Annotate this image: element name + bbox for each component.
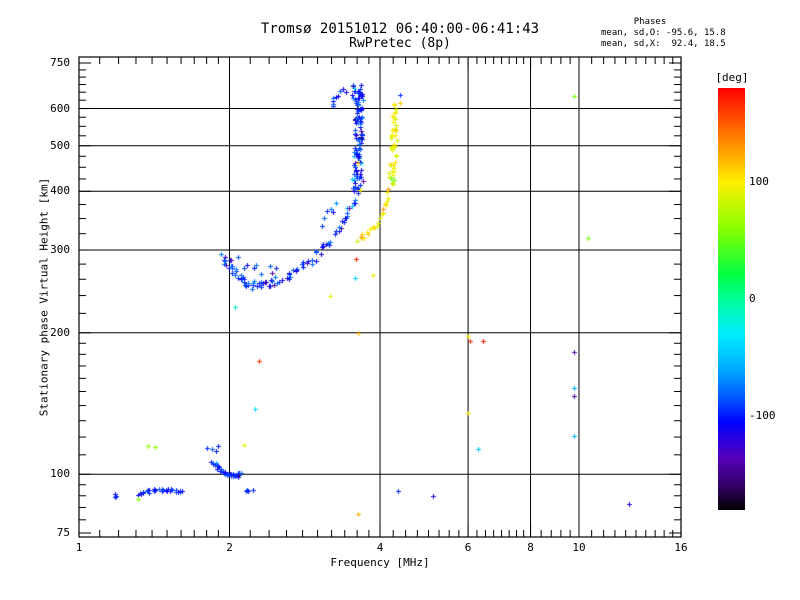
x-tick-label: 10 [572,541,586,554]
phase-stats-o-line: mean, sd,O: -95.6, 15.8 [601,28,726,38]
x-tick-label: 6 [464,541,472,554]
y-tick-label: 75 [56,526,70,539]
x-tick-label: 4 [376,541,384,554]
y-tick-label: 400 [50,184,70,198]
phase-stats-x-line: mean, sd,X: 92.4, 18.5 [601,39,726,49]
x-tick-label: 1 [75,541,83,554]
chart-title: Tromsø 20151012 06:40:00-06:41:43 [260,21,540,37]
colorbar-unit-label: [deg] [715,71,749,84]
x-tick-label: 2 [226,541,233,554]
y-tick-label: 750 [50,56,70,69]
y-tick-label: 200 [50,325,70,339]
y-tick-label: 300 [50,243,70,257]
y-tick-label: 100 [50,467,70,481]
y-axis-label: Stationary phase Virtual Height [km] [37,177,51,417]
x-tick-label: 8 [527,541,534,554]
phase-stats-title: Phases [633,17,667,27]
x-axis-label: Frequency [MHz] [330,556,430,569]
colorbar-tick-label: 0 [749,292,756,305]
colorbar [718,88,745,510]
colorbar-tick-label: 100 [749,174,769,188]
colorbar-tick-label: -100 [749,409,776,423]
y-tick-label: 500 [50,138,70,152]
chart-subtitle: RwPretec (8p) [349,36,451,51]
y-tick-label: 600 [50,101,70,115]
x-tick-label: 16 [674,541,688,554]
